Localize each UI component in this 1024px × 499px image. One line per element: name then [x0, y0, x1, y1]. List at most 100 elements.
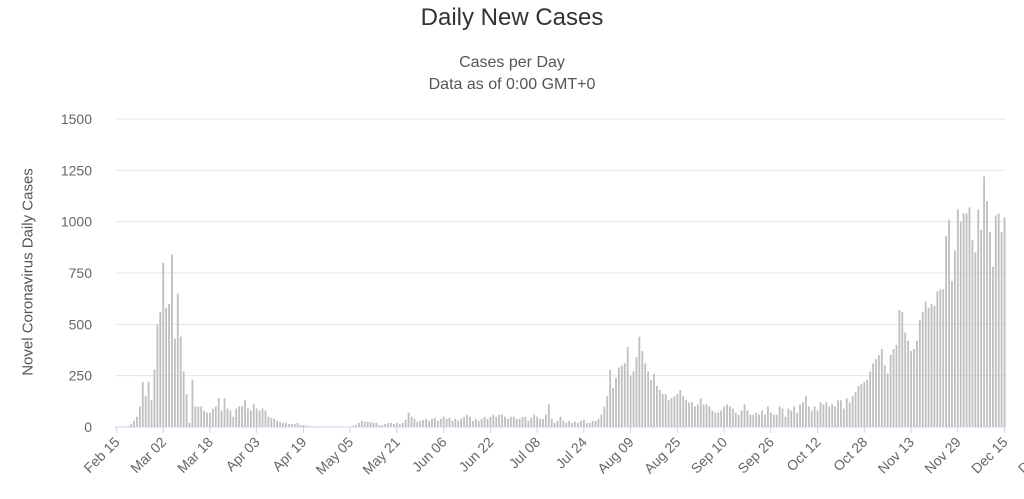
bar — [547, 404, 550, 427]
bar — [276, 420, 279, 427]
bar — [661, 394, 664, 427]
bar — [244, 400, 246, 427]
bar — [845, 398, 848, 427]
bar — [533, 414, 536, 427]
bar — [369, 421, 372, 427]
bar — [133, 420, 135, 427]
bar — [366, 421, 369, 427]
bar — [474, 418, 477, 427]
bar — [495, 416, 498, 427]
bar — [620, 365, 623, 427]
bar — [486, 418, 489, 427]
bar — [939, 289, 942, 427]
bar — [720, 410, 723, 427]
bar — [802, 402, 804, 427]
x-tick-label: Sep 10 — [688, 434, 731, 477]
bar — [577, 422, 579, 427]
bar — [410, 416, 413, 427]
bar — [907, 340, 910, 427]
bar — [588, 422, 591, 427]
bar — [527, 420, 530, 427]
bar — [918, 320, 921, 427]
bar — [206, 412, 208, 427]
bar — [688, 402, 690, 427]
bar — [375, 422, 378, 427]
bar — [670, 398, 673, 427]
bar — [214, 406, 217, 427]
bar — [585, 422, 588, 427]
bar — [729, 406, 731, 427]
bar — [837, 400, 839, 427]
bar — [612, 387, 614, 427]
chart-subtitle: Cases per Day Data as of 0:00 GMT+0 — [0, 52, 1024, 96]
bar — [512, 416, 515, 427]
bar — [793, 406, 796, 427]
bar — [439, 418, 442, 427]
bar — [267, 416, 270, 427]
bar — [632, 371, 635, 427]
bar — [831, 404, 834, 427]
bar — [247, 408, 249, 427]
bar — [144, 396, 147, 427]
bar — [536, 416, 539, 427]
bar — [290, 423, 293, 427]
bar — [308, 425, 311, 427]
bar — [866, 379, 869, 427]
y-tick-label: 1000 — [61, 214, 92, 230]
bar — [550, 418, 553, 427]
bar — [860, 383, 863, 427]
x-tick-label: May 05 — [313, 434, 357, 478]
bar — [182, 371, 185, 427]
bar — [676, 394, 679, 427]
bar — [924, 301, 927, 427]
x-axis-ticks: Feb 15 Mar 02 Mar 18 Apr 03 Apr 19 May 05 May … — [80, 427, 1024, 478]
bar — [296, 422, 299, 427]
bar — [293, 423, 296, 427]
bar — [635, 357, 638, 427]
bar — [878, 355, 880, 427]
bar — [685, 400, 688, 427]
bar — [734, 412, 737, 427]
bar — [980, 229, 983, 427]
bar — [363, 421, 366, 427]
bar — [191, 379, 194, 427]
bar — [223, 398, 226, 427]
bar — [393, 423, 395, 427]
bar — [305, 425, 308, 427]
bar — [480, 418, 483, 427]
bar — [457, 420, 460, 427]
bar — [927, 307, 930, 427]
bar — [460, 418, 463, 427]
bar — [226, 408, 229, 427]
bar — [396, 422, 398, 427]
bar — [898, 309, 901, 427]
x-tick-label: Jun 22 — [455, 434, 496, 475]
x-tick-label: Sep 26 — [734, 434, 777, 477]
bar — [173, 338, 176, 427]
bar — [279, 421, 281, 427]
bar — [302, 424, 305, 427]
bar — [699, 398, 702, 427]
x-tick-label: Nov 13 — [874, 434, 917, 477]
chart-title: Daily New Cases — [420, 4, 604, 31]
subtitle-line-2: Data as of 0:00 GMT+0 — [428, 76, 596, 93]
bar — [813, 406, 816, 427]
bar — [147, 381, 150, 427]
bar — [875, 359, 877, 427]
bar — [156, 324, 159, 427]
bar — [989, 231, 991, 427]
bar — [904, 332, 907, 427]
bar — [591, 420, 594, 427]
bar — [524, 416, 527, 427]
bar — [176, 293, 179, 427]
bar — [714, 412, 717, 427]
bar — [401, 422, 404, 427]
bar — [416, 421, 419, 427]
x-tick-label: Oct 28 — [830, 434, 871, 475]
bar — [702, 404, 705, 427]
bar — [372, 422, 375, 427]
bar — [150, 400, 153, 427]
bar — [433, 417, 436, 427]
bar — [968, 207, 971, 427]
x-tick-label: Oct 12 — [783, 434, 824, 475]
